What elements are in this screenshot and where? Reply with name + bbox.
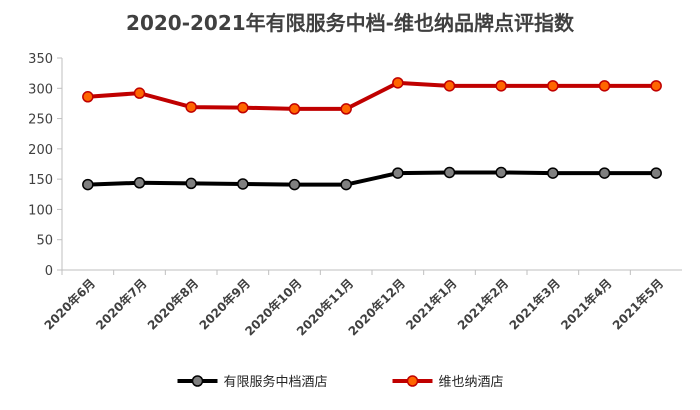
series-layer: [82, 77, 662, 191]
data-point: [392, 167, 404, 179]
data-point: [288, 103, 301, 115]
x-tick-label: 2021年1月: [403, 276, 460, 333]
x-tick-label: 2020年7月: [93, 276, 150, 333]
data-point: [547, 80, 559, 92]
legend-swatch-marker: [406, 375, 419, 387]
data-point: [650, 80, 662, 92]
data-point: [340, 103, 352, 115]
series-0: [82, 166, 662, 191]
series-line: [87, 80, 657, 111]
x-tick-label: 2021年3月: [506, 276, 563, 333]
x-tick-label: 2020年8月: [144, 276, 201, 333]
x-tick-label: 2020年9月: [196, 276, 253, 333]
data-point: [495, 166, 507, 179]
chart-title: 2020-2021年有限服务中档-维也纳品牌点评指数: [126, 11, 575, 35]
y-tick-label: 150: [28, 173, 53, 188]
data-point: [340, 178, 352, 191]
y-tick-label: 100: [28, 203, 53, 218]
data-point: [443, 80, 456, 92]
data-point: [133, 177, 146, 189]
data-point: [495, 80, 507, 92]
legend-item: 有限服务中档酒店: [177, 374, 328, 390]
data-point: [237, 101, 249, 114]
legend: 有限服务中档酒店 维也纳酒店: [177, 374, 504, 390]
legend-label: 维也纳酒店: [439, 375, 504, 390]
legend-label: 有限服务中档酒店: [224, 374, 328, 390]
data-point: [443, 166, 456, 179]
y-tick-label: 300: [28, 82, 53, 97]
data-point: [288, 178, 301, 191]
data-point: [392, 77, 404, 89]
legend-item: 维也纳酒店: [392, 375, 504, 390]
data-point: [82, 178, 94, 191]
data-point: [185, 177, 197, 190]
y-tick-label: 350: [28, 52, 53, 67]
data-point: [650, 167, 662, 179]
data-point: [598, 80, 611, 92]
series-line: [87, 170, 657, 187]
y-tick-label: 200: [28, 143, 53, 158]
x-tick-label: 2021年4月: [558, 276, 615, 333]
legend-swatch-marker: [191, 375, 204, 387]
data-point: [547, 167, 559, 179]
data-point: [133, 87, 146, 99]
y-tick-label: 50: [36, 234, 53, 249]
y-tick-label: 250: [28, 113, 53, 128]
data-point: [82, 91, 94, 103]
x-tick-label: 2021年2月: [454, 276, 511, 333]
series-1: [82, 77, 662, 115]
data-point: [598, 167, 611, 179]
y-tick-label: 0: [45, 264, 53, 279]
data-point: [237, 178, 249, 190]
x-tick-label: 2021年5月: [609, 276, 666, 333]
x-tick-label: 2020年6月: [41, 276, 98, 333]
data-point: [185, 101, 197, 113]
